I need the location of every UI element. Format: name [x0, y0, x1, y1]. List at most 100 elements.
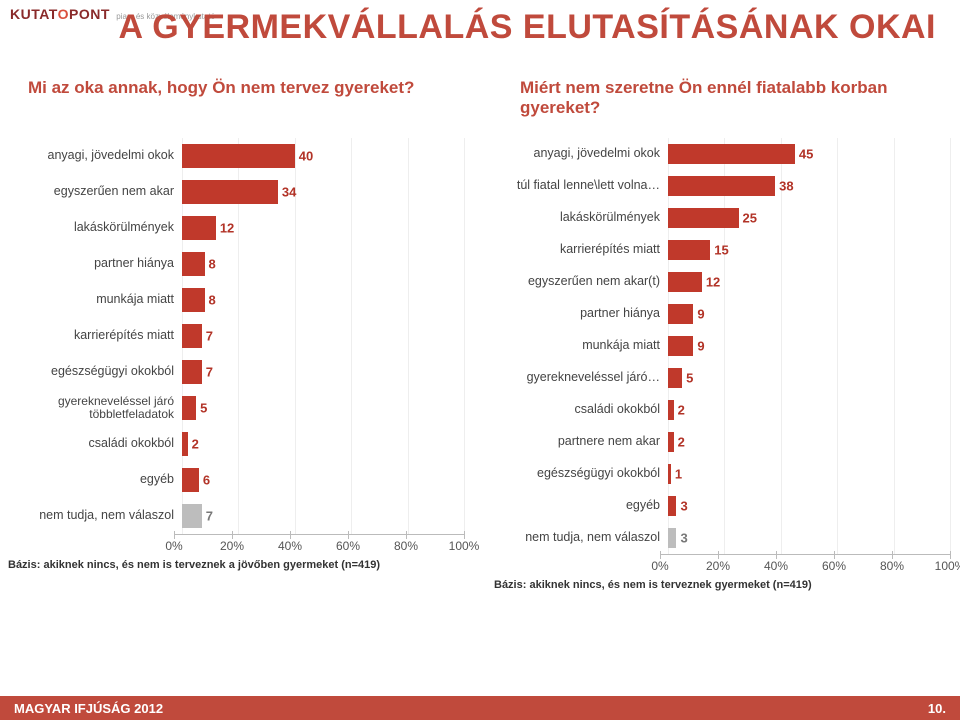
chart-row: családi okokból2: [4, 426, 464, 462]
axis-label: 0%: [651, 559, 668, 573]
category-label: nem tudja, nem válaszol: [4, 509, 182, 522]
chart-row: gyerekneveléssel járó…5: [490, 362, 950, 394]
category-label: nem tudja, nem válaszol: [490, 531, 668, 544]
bar: 2: [668, 432, 674, 452]
chart-row: egészségügyi okokból7: [4, 354, 464, 390]
category-label: lakáskörülmények: [4, 221, 182, 234]
bar: 9: [668, 336, 693, 356]
bar: 12: [182, 216, 216, 240]
chart-row: lakáskörülmények25: [490, 202, 950, 234]
chart-row: családi okokból2: [490, 394, 950, 426]
bar: 15: [668, 240, 710, 260]
bar-value: 9: [697, 307, 704, 322]
right-question: Miért nem szeretne Ön ennél fiatalabb ko…: [520, 78, 920, 117]
category-label: egyéb: [490, 499, 668, 512]
bar: 5: [182, 396, 196, 420]
category-label: munkája miatt: [490, 339, 668, 352]
category-label: partner hiánya: [490, 307, 668, 320]
bar: 7: [182, 324, 202, 348]
category-label: egyéb: [4, 473, 182, 486]
category-label: karrierépítés miatt: [490, 243, 668, 256]
category-label: egyszerűen nem akar(t): [490, 275, 668, 288]
bar-value: 40: [299, 149, 313, 164]
bar: 5: [668, 368, 682, 388]
bar: 2: [182, 432, 188, 456]
chart-row: nem tudja, nem válaszol7: [4, 498, 464, 534]
bar-value: 8: [209, 257, 216, 272]
chart-row: egyéb3: [490, 490, 950, 522]
chart-row: partner hiánya 9: [490, 298, 950, 330]
bar: 12: [668, 272, 702, 292]
axis-label: 80%: [394, 539, 418, 553]
bar-value: 6: [203, 473, 210, 488]
bar: 40: [182, 144, 295, 168]
bar-value: 2: [678, 435, 685, 450]
category-label: túl fiatal lenne\lett volna…: [490, 179, 668, 192]
bar-value: 7: [206, 329, 213, 344]
bar-value: 34: [282, 185, 296, 200]
bar-value: 1: [675, 467, 682, 482]
category-label: anyagi, jövedelmi okok: [4, 149, 182, 162]
chart-row: gyerekneveléssel járó többletfeladatok5: [4, 390, 464, 426]
axis-label: 60%: [336, 539, 360, 553]
category-label: karrierépítés miatt: [4, 329, 182, 342]
category-label: egészségügyi okokból: [490, 467, 668, 480]
bar-value: 15: [714, 243, 728, 258]
category-label: anyagi, jövedelmi okok: [490, 147, 668, 160]
chart-row: anyagi, jövedelmi okok 45: [490, 138, 950, 170]
bar-value: 8: [209, 293, 216, 308]
category-label: partner hiánya: [4, 257, 182, 270]
axis-label: 60%: [822, 559, 846, 573]
bar-value: 2: [192, 437, 199, 452]
bar-value: 25: [743, 211, 757, 226]
category-label: gyerekneveléssel járó…: [490, 371, 668, 384]
bar: 38: [668, 176, 775, 196]
bar-value: 3: [680, 531, 687, 546]
category-label: gyerekneveléssel járó többletfeladatok: [4, 395, 182, 420]
chart-row: nem tudja, nem válaszol3: [490, 522, 950, 554]
bar: 25: [668, 208, 739, 228]
category-label: munkája miatt: [4, 293, 182, 306]
category-label: családi okokból: [490, 403, 668, 416]
bar-value: 38: [779, 179, 793, 194]
bar: 7: [182, 360, 202, 384]
left-chart: anyagi, jövedelmi okok40egyszerűen nem a…: [4, 138, 464, 571]
bar-value: 2: [678, 403, 685, 418]
bar-value: 12: [220, 221, 234, 236]
left-question: Mi az oka annak, hogy Ön nem tervez gyer…: [28, 78, 428, 98]
axis-label: 80%: [880, 559, 904, 573]
axis-label: 20%: [706, 559, 730, 573]
chart-row: partner hiánya8: [4, 246, 464, 282]
bar: 2: [668, 400, 674, 420]
chart-row: munkája miatt 8: [4, 282, 464, 318]
footer-left: MAGYAR IFJÚSÁG 2012: [14, 701, 163, 716]
bar: 1: [668, 464, 671, 484]
chart-row: egyéb 6: [4, 462, 464, 498]
axis-label: 40%: [278, 539, 302, 553]
bar-value: 9: [697, 339, 704, 354]
axis-label: 100%: [449, 539, 480, 553]
category-label: egyszerűen nem akar: [4, 185, 182, 198]
category-label: családi okokból: [4, 437, 182, 450]
bar: 8: [182, 252, 205, 276]
chart-row: lakáskörülmények12: [4, 210, 464, 246]
axis-label: 100%: [935, 559, 960, 573]
bar-value: 12: [706, 275, 720, 290]
bar: 7: [182, 504, 202, 528]
category-label: egészségügyi okokból: [4, 365, 182, 378]
bar: 3: [668, 496, 676, 516]
bar-value: 7: [206, 509, 213, 524]
bar-value: 45: [799, 147, 813, 162]
footer-right: 10.: [928, 701, 946, 716]
chart-row: túl fiatal lenne\lett volna…38: [490, 170, 950, 202]
chart-row: egészségügyi okokból1: [490, 458, 950, 490]
axis-label: 0%: [165, 539, 182, 553]
bar: 34: [182, 180, 278, 204]
bar-value: 5: [200, 401, 207, 416]
chart-row: munkája miatt9: [490, 330, 950, 362]
axis-label: 20%: [220, 539, 244, 553]
category-label: lakáskörülmények: [490, 211, 668, 224]
bar: 3: [668, 528, 676, 548]
chart-row: karrierépítés miatt7: [4, 318, 464, 354]
bar-value: 7: [206, 365, 213, 380]
